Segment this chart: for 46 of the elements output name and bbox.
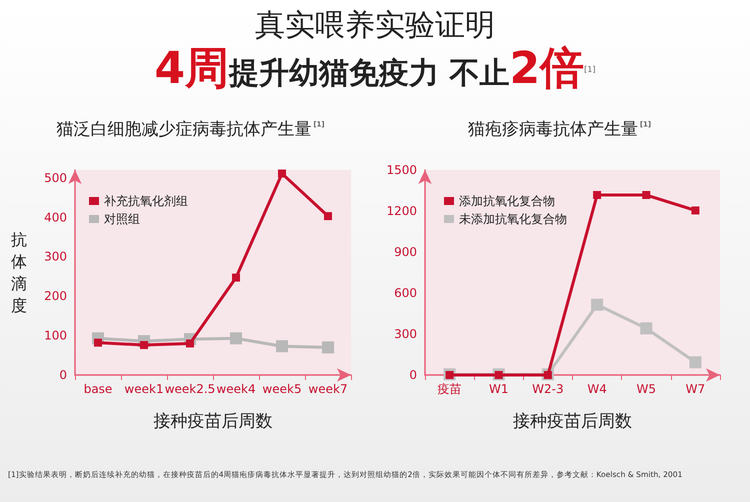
- y-tick-label: 600: [394, 286, 417, 300]
- x-tick-label: week4: [216, 382, 256, 396]
- y-axis-title: 抗体滴度: [11, 230, 27, 315]
- y-tick-label: 0: [59, 368, 67, 382]
- x-tick-label: base: [84, 382, 112, 396]
- x-axis-title: 接种疫苗后周数: [154, 412, 272, 432]
- point: [642, 191, 650, 200]
- legend-label: 添加抗氧化复合物: [459, 194, 555, 208]
- point: [230, 332, 242, 344]
- x-tick-label: W7: [686, 382, 706, 396]
- x-tick-label: 疫苗: [438, 382, 462, 396]
- y-tick-label: 500: [44, 170, 67, 185]
- point: [94, 338, 102, 347]
- point: [593, 191, 602, 200]
- point: [276, 340, 288, 352]
- y-tick-label: 1500: [386, 163, 417, 177]
- text: 真实喂养实验证明: [255, 8, 495, 43]
- point: [640, 322, 652, 334]
- y-tick-label: 100: [44, 328, 67, 343]
- x-tick-label: week5: [262, 382, 302, 396]
- y-tick-label: 900: [394, 245, 417, 259]
- point: [324, 212, 332, 220]
- y-tick-label: 200: [44, 289, 67, 304]
- y-tick-label: 0: [409, 368, 417, 382]
- x-tick-label: W2-3: [532, 382, 564, 396]
- x-tick-label: week1: [124, 382, 164, 396]
- y-tick-label: 400: [44, 210, 67, 224]
- legend-label: 补充抗氧化剂组: [104, 194, 188, 208]
- x-tick-label: W5: [636, 382, 656, 396]
- point: [689, 356, 702, 368]
- x-tick-label: week7: [308, 382, 348, 396]
- x-tick-label: W4: [587, 382, 607, 396]
- y-tick-label: 300: [394, 327, 417, 341]
- point: [322, 341, 334, 354]
- point: [591, 298, 604, 311]
- y-tick-label: 300: [44, 250, 67, 264]
- legend-label: 对照组: [104, 212, 140, 226]
- x-axis-title: 接种疫苗后周数: [513, 412, 632, 432]
- y-tick-label: 1200: [386, 204, 417, 218]
- point: [232, 274, 240, 282]
- legend-label: 未添加抗氧化复合物: [459, 212, 567, 226]
- x-tick-label: week2.5: [164, 382, 216, 396]
- point: [691, 206, 700, 214]
- x-tick-label: W1: [489, 382, 508, 396]
- point: [278, 170, 286, 178]
- text: 4周提升幼猫免疫力 不止2倍$^{[1]}$: [154, 43, 596, 94]
